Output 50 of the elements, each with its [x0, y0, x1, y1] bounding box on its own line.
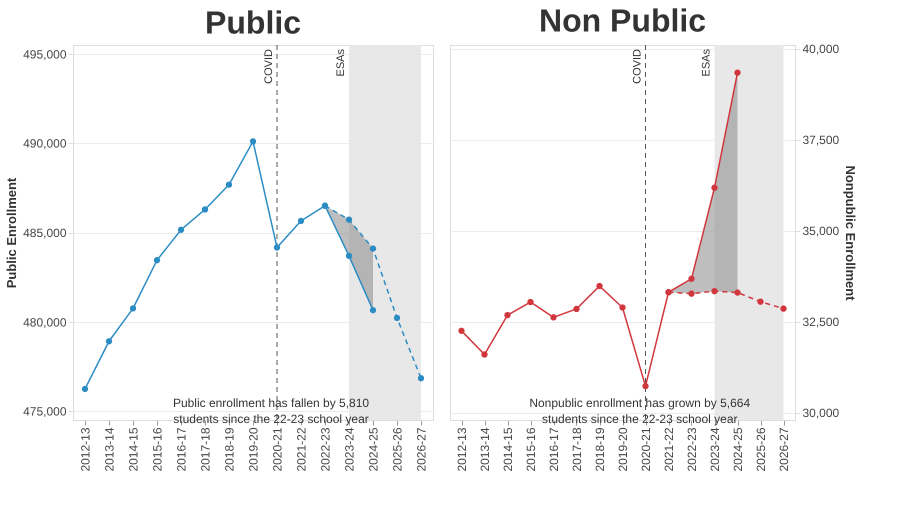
annotation: Public enrollment has fallen by 5,810 students since the 22-23 school year [172, 396, 370, 426]
x-tick-label: 2022-23 [685, 427, 699, 472]
ref-line-label: COVID [632, 48, 644, 84]
y-tick-label: 475,000 [23, 404, 67, 419]
y2-tick-label: 35,000 [802, 224, 840, 238]
x-tick-label: 2013-14 [102, 427, 116, 472]
x-tick-label: 2024-25 [366, 427, 380, 472]
x-tick-label: 2018-19 [593, 427, 607, 472]
x-tick-label: 2024-25 [731, 427, 745, 472]
x-tick-label: 2016-17 [174, 427, 188, 472]
x-tick-label: 2012-13 [78, 427, 92, 472]
x-tick-label: 2021-22 [662, 427, 676, 472]
chart-title: Non Public [538, 2, 706, 39]
y2-tick-label: 40,000 [802, 42, 840, 56]
annotation: Nonpublic enrollment has grown by 5,664 students since the 22-23 school year [529, 396, 750, 426]
x-tick-label: 2019-20 [616, 427, 630, 472]
x-tick-label: 2012-13 [455, 427, 469, 472]
x-tick-label: 2025-26 [754, 427, 768, 472]
x-tick-label: 2018-19 [222, 427, 236, 472]
band-label: ESAs [335, 48, 347, 77]
x-tick-label: 2014-15 [501, 427, 515, 472]
ref-line-label: COVID [263, 48, 275, 84]
x-tick-label: 2022-23 [318, 427, 332, 472]
x-tick-label: 2017-18 [198, 427, 212, 472]
band-label: ESAs [700, 48, 712, 77]
y-tick-label: 480,000 [23, 315, 67, 330]
x-tick-label: 2014-15 [126, 427, 140, 472]
y-axis-title: Public Enrollment [4, 177, 20, 288]
x-tick-label: 2025-26 [390, 427, 404, 472]
x-tick-label: 2023-24 [342, 427, 356, 472]
x-tick-label: 2015-16 [524, 427, 538, 472]
y2-tick-label: 30,000 [802, 406, 840, 420]
x-tick-label: 2023-24 [708, 427, 722, 472]
x-tick-label: 2013-14 [478, 427, 492, 472]
y2-tick-label: 32,500 [802, 315, 840, 330]
x-tick-label: 2015-16 [150, 427, 164, 472]
x-tick-label: 2020-21 [639, 427, 653, 472]
x-tick-label: 2019-20 [246, 427, 260, 472]
chart-title: Public [204, 4, 302, 40]
x-tick-label: 2021-22 [294, 427, 308, 472]
x-tick-label: 2026-27 [777, 427, 791, 472]
y-tick-label: 490,000 [23, 136, 67, 151]
y-tick-label: 495,000 [23, 47, 67, 62]
y-tick-label: 485,000 [23, 226, 67, 240]
x-tick-label: 2017-18 [570, 427, 584, 472]
x-tick-label: 2020-21 [270, 427, 284, 472]
y2-axis-title: Nonpublic Enrollment [843, 165, 858, 302]
y2-tick-label: 37,500 [802, 133, 840, 148]
x-tick-label: 2026-27 [414, 427, 428, 472]
x-tick-label: 2016-17 [547, 427, 561, 472]
